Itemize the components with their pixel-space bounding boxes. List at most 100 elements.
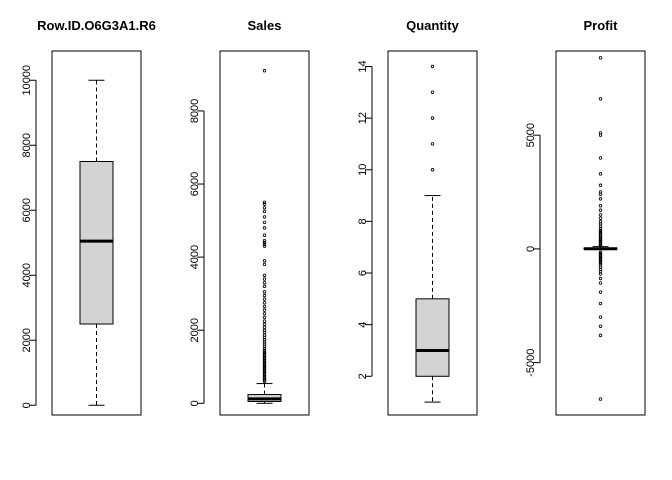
- outlier-point: [598, 208, 603, 212]
- y-tick-label: 4000: [189, 245, 201, 269]
- outlier-point: [262, 340, 267, 344]
- y-tick-label: 12: [357, 112, 369, 124]
- y-tick-label: 2000: [189, 318, 201, 342]
- outlier-point: [262, 233, 267, 237]
- panel-title: Row.ID.O6G3A1.R6: [37, 18, 156, 33]
- plot-frame: [219, 50, 310, 416]
- outlier-point: [262, 240, 267, 245]
- outlier-point: [598, 131, 603, 135]
- outlier-point: [598, 156, 603, 160]
- outlier-point: [262, 312, 267, 316]
- outlier-point: [598, 172, 603, 176]
- outlier-point: [262, 226, 267, 230]
- outlier-point: [262, 200, 267, 205]
- outlier-point: [262, 325, 267, 329]
- outlier-point: [598, 231, 603, 236]
- outlier-point: [598, 290, 603, 294]
- y-tick-label: 0: [21, 402, 33, 408]
- y-tick-label: -5000: [525, 349, 537, 377]
- iqr-box: [79, 161, 114, 325]
- outlier-point: [262, 284, 267, 289]
- iqr-box: [415, 298, 450, 377]
- outlier-point: [262, 242, 267, 247]
- y-tick-label: 6000: [189, 172, 201, 196]
- outlier-point: [262, 277, 267, 281]
- panel-title: Sales: [248, 18, 282, 33]
- outlier-point: [262, 328, 267, 332]
- outlier-point: [430, 168, 435, 172]
- outlier-point: [598, 183, 603, 187]
- outlier-point: [598, 276, 603, 281]
- outlier-point: [262, 350, 267, 354]
- outlier-point: [598, 228, 603, 232]
- outlier-point: [262, 273, 267, 278]
- y-tick-label: 14: [357, 60, 369, 72]
- y-tick-label: 4: [357, 322, 369, 328]
- outlier-point: [598, 97, 603, 101]
- y-tick-label: 4000: [21, 263, 33, 287]
- outlier-point: [598, 315, 603, 319]
- outlier-point: [262, 342, 267, 346]
- outlier-point: [430, 142, 435, 146]
- outlier-point: [598, 219, 603, 224]
- outlier-point: [262, 238, 267, 243]
- outlier-point: [262, 301, 267, 305]
- outlier-point: [262, 262, 267, 267]
- outlier-point: [598, 230, 603, 234]
- y-tick-label: 10: [357, 164, 369, 176]
- outlier-point: [598, 213, 603, 217]
- y-tick-label: 8: [357, 218, 369, 224]
- outlier-point: [262, 346, 267, 351]
- y-tick-label: 0: [525, 246, 537, 252]
- outlier-point: [262, 351, 267, 356]
- outlier-point: [262, 297, 267, 301]
- plot-frame: [51, 50, 142, 416]
- outlier-point: [598, 333, 603, 338]
- outlier-point: [430, 90, 435, 95]
- y-tick-label: 0: [189, 400, 201, 406]
- y-tick-label: 2: [357, 373, 369, 379]
- boxplot-panel: Sales 0 2000 4000 6000 8000: [189, 18, 310, 416]
- outlier-point: [262, 338, 267, 342]
- outlier-point: [262, 209, 267, 214]
- y-tick-label: 6000: [21, 198, 33, 222]
- boxplot-panel: Profit -5000 0 5000: [525, 18, 646, 416]
- outlier-point: [598, 324, 603, 328]
- outlier-point: [262, 206, 267, 210]
- boxplot-panel: Quantity 2 4 6 8 10 12 14: [357, 18, 478, 416]
- outlier-point: [262, 293, 267, 298]
- outlier-point: [598, 56, 603, 60]
- outlier-point: [598, 272, 603, 276]
- outlier-point: [598, 259, 603, 264]
- outlier-point: [262, 322, 267, 327]
- y-tick-label: 6: [357, 270, 369, 276]
- panel-title: Profit: [584, 18, 619, 33]
- y-tick-label: 8000: [189, 99, 201, 123]
- boxplot-panel: Row.ID.O6G3A1.R6 0 2000 4000 6000 8000 10000: [21, 18, 156, 416]
- outlier-point: [262, 215, 267, 219]
- plot-frame: [555, 50, 646, 416]
- outlier-point: [262, 259, 267, 263]
- outlier-point: [262, 330, 267, 335]
- outlier-point: [262, 304, 267, 309]
- outlier-point: [262, 344, 267, 348]
- outlier-point: [598, 203, 603, 208]
- outlier-point: [598, 190, 603, 194]
- plot-frame: [387, 50, 478, 416]
- outlier-point: [598, 281, 603, 285]
- outlier-point: [598, 301, 603, 306]
- outlier-point: [262, 308, 267, 312]
- outlier-point: [598, 261, 603, 265]
- outlier-point: [262, 290, 267, 294]
- panel-title: Quantity: [406, 18, 459, 33]
- outlier-point: [262, 281, 267, 285]
- outlier-point: [598, 197, 603, 201]
- outlier-point: [262, 319, 267, 323]
- outlier-point: [598, 216, 603, 220]
- y-tick-label: 5000: [525, 123, 537, 147]
- outlier-point: [262, 220, 267, 225]
- outlier-point: [262, 315, 267, 320]
- outlier-point: [262, 348, 267, 353]
- outlier-point: [430, 64, 435, 69]
